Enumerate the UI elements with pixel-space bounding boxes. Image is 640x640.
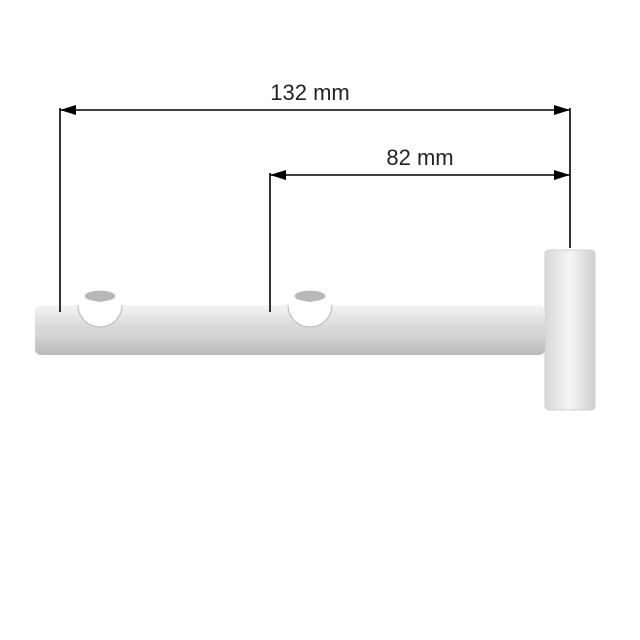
dimension-outer-label: 132 mm [270, 80, 349, 106]
wall-plate [545, 250, 595, 410]
screw-head-1 [85, 291, 115, 301]
dimension-outer-arrow-right [554, 105, 570, 115]
dimension-inner-arrow-left [270, 170, 286, 180]
dimension-inner-arrow-right [554, 170, 570, 180]
dimension-outer-arrow-left [60, 105, 76, 115]
dimension-inner-label: 82 mm [386, 145, 453, 171]
screw-head-2 [295, 291, 325, 301]
technical-drawing: 132 mm 82 mm [0, 0, 640, 640]
